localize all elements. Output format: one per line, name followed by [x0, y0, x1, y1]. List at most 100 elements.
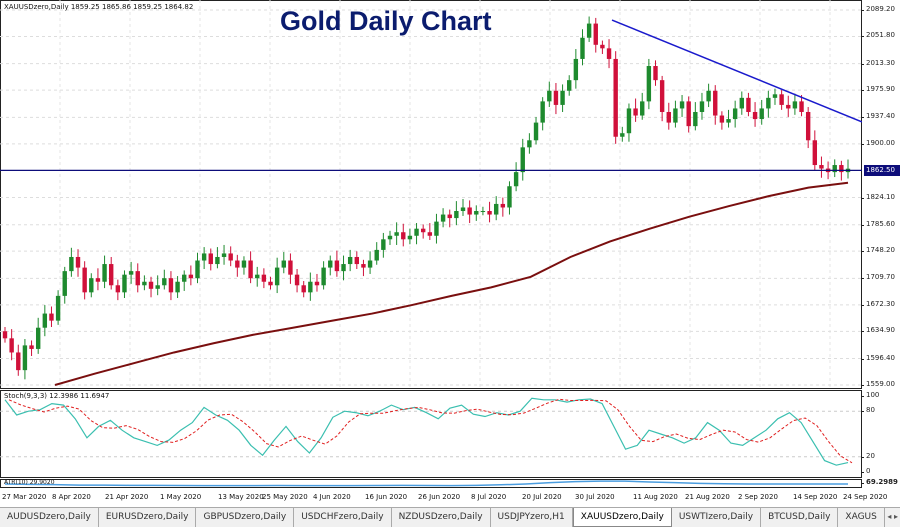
tab-uswtizero-daily[interactable]: USWTIzero,Daily: [672, 508, 762, 527]
candle-body: [786, 104, 791, 109]
candle-body: [274, 267, 280, 286]
candle-body: [819, 165, 824, 169]
stochastic-panel[interactable]: [0, 390, 862, 478]
candle-body: [507, 186, 512, 208]
candle-body: [294, 274, 300, 286]
candle-body: [2, 331, 8, 339]
date-axis-label: 20 Jul 2020: [522, 493, 562, 501]
candle-body: [374, 249, 379, 261]
candle-body: [779, 94, 784, 105]
candle-body: [42, 313, 48, 328]
candle-body: [686, 101, 691, 127]
candle-body: [241, 260, 247, 268]
candle-body: [248, 260, 253, 279]
candle-body: [182, 274, 187, 282]
candle-body: [613, 58, 618, 137]
moving-average-line: [54, 181, 849, 386]
stochastic-axis-label: 100: [860, 391, 880, 399]
candle-body: [746, 97, 751, 112]
stochastic-axis-label: 0: [860, 467, 871, 475]
candle-body: [288, 260, 293, 275]
candle-body: [646, 66, 652, 102]
candle-body: [95, 278, 101, 282]
tab-eurusdzero-daily[interactable]: EURUSDzero,Daily: [99, 508, 197, 527]
candle-body: [719, 115, 725, 123]
candle-body: [772, 94, 778, 98]
candle-body: [261, 274, 267, 282]
candle-body: [560, 90, 565, 105]
candle-body: [626, 108, 632, 134]
candle-body: [314, 281, 320, 286]
tab-btcusd-daily[interactable]: BTCUSD,Daily: [761, 508, 839, 527]
price-axis-label: 1634.90: [861, 326, 895, 335]
tab-usdchfzero-daily[interactable]: USDCHFzero,Daily: [294, 508, 392, 527]
candle-body: [122, 274, 127, 293]
candle-body: [500, 203, 506, 208]
candle-body: [693, 111, 698, 127]
price-axis-label: 2013.30: [861, 58, 895, 67]
tab-nzdusdzero-daily[interactable]: NZDUSDzero,Daily: [392, 508, 491, 527]
candle-body: [467, 207, 472, 215]
candle-body: [440, 214, 446, 222]
candle-body: [35, 327, 41, 349]
candle-body: [659, 80, 665, 112]
candle-body: [109, 264, 114, 286]
candle-body: [553, 90, 559, 105]
candle-body: [480, 211, 486, 213]
candle-body: [255, 274, 260, 279]
tab-xagus[interactable]: XAGUS: [838, 508, 885, 527]
candle-body: [162, 278, 167, 286]
tab-gbpusdzero-daily[interactable]: GBPUSDzero,Daily: [196, 508, 295, 527]
candle-body: [633, 108, 638, 116]
stochastic-d-line: [8, 398, 853, 464]
candle-body: [540, 101, 545, 123]
candle-body: [22, 345, 28, 371]
candle-body: [533, 122, 539, 141]
candle-body: [328, 260, 333, 268]
price-axis-label: 1559.00: [861, 380, 895, 388]
candle-body: [55, 295, 61, 321]
price-chart[interactable]: [0, 0, 862, 389]
stochastic-axis: 100 80 20 0: [860, 390, 900, 478]
candle-body: [799, 101, 804, 112]
candle-body: [593, 23, 598, 45]
tab-xauusdzero-daily[interactable]: XAUUSDzero,Daily: [572, 508, 672, 527]
price-chart-panel[interactable]: [0, 0, 862, 389]
candle-body: [49, 313, 54, 321]
candle-body: [401, 232, 406, 240]
tab-audusdzero-daily[interactable]: AUDUSDzero,Daily: [0, 508, 99, 527]
candle-body: [460, 207, 466, 212]
candle-body: [739, 97, 744, 109]
candle-body: [839, 165, 844, 173]
stochastic-label: Stoch(9,3,3) 12.3986 11.6947: [4, 392, 110, 400]
candle-body: [434, 221, 439, 236]
candle-body: [148, 281, 154, 289]
price-axis-label: 1596.40: [861, 353, 895, 362]
candle-body: [699, 101, 705, 112]
tab-usdjpyzero-h1[interactable]: USDJPYzero,H1: [491, 508, 573, 527]
candle-body: [759, 108, 764, 120]
candle-body: [321, 267, 326, 286]
candle-body: [82, 267, 87, 293]
stochastic-chart: [0, 397, 862, 466]
candle-body: [812, 140, 818, 166]
candle-body: [407, 235, 413, 240]
atr-chart: [4, 480, 849, 487]
tab-scroll-arrows-icon[interactable]: ◂ ▸: [887, 512, 898, 521]
candle-body: [427, 232, 433, 236]
price-axis[interactable]: 2089.20 2051.80 2013.30 1975.90 1937.40 1900.…: [861, 0, 900, 389]
date-axis-label: 25 May 2020: [262, 493, 308, 501]
candle-body: [341, 264, 346, 272]
date-axis-label: 13 May 2020: [218, 493, 264, 501]
candle-body: [89, 278, 94, 293]
candle-body: [168, 278, 174, 293]
candle-body: [420, 228, 426, 233]
candle-body: [155, 285, 160, 289]
candle-body: [487, 211, 492, 215]
stochastic-axis-label: 20: [861, 451, 875, 460]
chart-tabs: AUDUSDzero,Daily EURUSDzero,Daily GBPUSDze…: [0, 507, 900, 527]
candle-body: [580, 37, 585, 59]
candle-body: [16, 352, 21, 371]
date-axis-label: 8 Jul 2020: [471, 493, 507, 501]
candle-body: [513, 172, 519, 187]
